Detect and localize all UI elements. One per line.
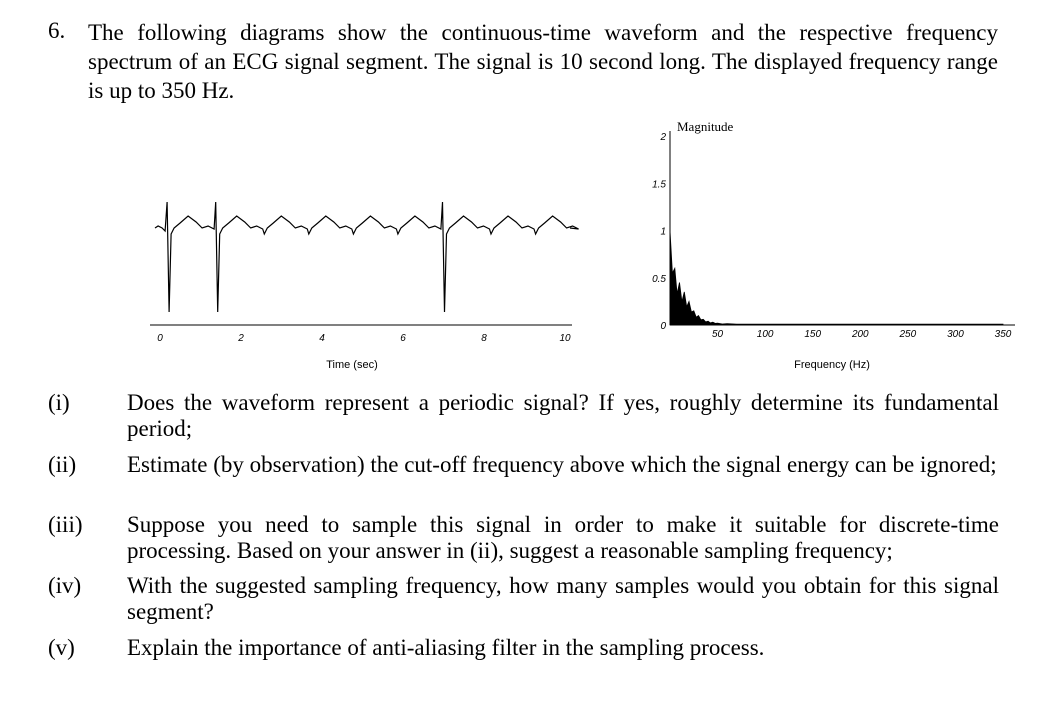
frequency-axis-label: Frequency (Hz) — [794, 359, 870, 371]
part-ii-number: (ii) — [48, 452, 77, 477]
question-stem: The following diagrams show the continuo… — [88, 20, 998, 103]
frequency-tick-200: 200 — [851, 329, 869, 340]
magnitude-tick-0: 0 — [660, 321, 666, 332]
part-iv-text: With the suggested sampling frequency, h… — [127, 573, 999, 624]
time-tick-10: 10 — [559, 333, 571, 344]
part-ii-text: Estimate (by observation) the cut-off fr… — [127, 452, 997, 477]
time-tick-0: 0 — [157, 333, 163, 344]
time-tick-2: 2 — [237, 333, 244, 344]
frequency-tick-100: 100 — [757, 329, 774, 340]
magnitude-tick-labels: 2 1.5 1 0.5 0 — [652, 132, 666, 332]
part-iii-text: Suppose you need to sample this signal i… — [127, 512, 999, 563]
ecg-waveform-line — [154, 201, 579, 313]
frequency-tick-300: 300 — [947, 329, 964, 340]
part-i-number: (i) — [48, 390, 70, 415]
part-iii-number: (iii) — [48, 512, 83, 537]
part-i-text: Does the waveform represent a periodic s… — [127, 390, 999, 441]
ecg-waveform-chart: 0 2 4 6 8 10 Time (sec) — [150, 201, 579, 371]
time-tick-6: 6 — [400, 333, 406, 344]
magnitude-tick-0.5: 0.5 — [652, 274, 666, 285]
spectrum-area — [669, 230, 1004, 326]
frequency-tick-250: 250 — [899, 329, 917, 340]
frequency-tick-50: 50 — [712, 329, 724, 340]
magnitude-tick-1.5: 1.5 — [652, 179, 666, 190]
part-v-number: (v) — [48, 635, 75, 660]
part-v-text: Explain the importance of anti-aliasing … — [127, 635, 765, 660]
magnitude-tick-2: 2 — [659, 132, 666, 143]
frequency-tick-150: 150 — [804, 329, 821, 340]
time-axis-label: Time (sec) — [326, 359, 378, 371]
magnitude-title: Magnitude — [677, 119, 734, 134]
time-tick-4: 4 — [319, 333, 325, 344]
time-tick-labels: 0 2 4 6 8 10 — [157, 333, 571, 344]
frequency-spectrum-chart: Magnitude 2 1.5 1 0.5 0 50 100 150 200 250 300 350… — [652, 119, 1015, 371]
time-tick-8: 8 — [481, 333, 487, 344]
frequency-tick-labels: 50 100 150 200 250 300 350 — [712, 329, 1012, 340]
frequency-tick-350: 350 — [995, 329, 1012, 340]
part-iv-number: (iv) — [48, 573, 82, 598]
question-number: 6. — [48, 18, 66, 43]
magnitude-tick-1: 1 — [660, 227, 666, 238]
